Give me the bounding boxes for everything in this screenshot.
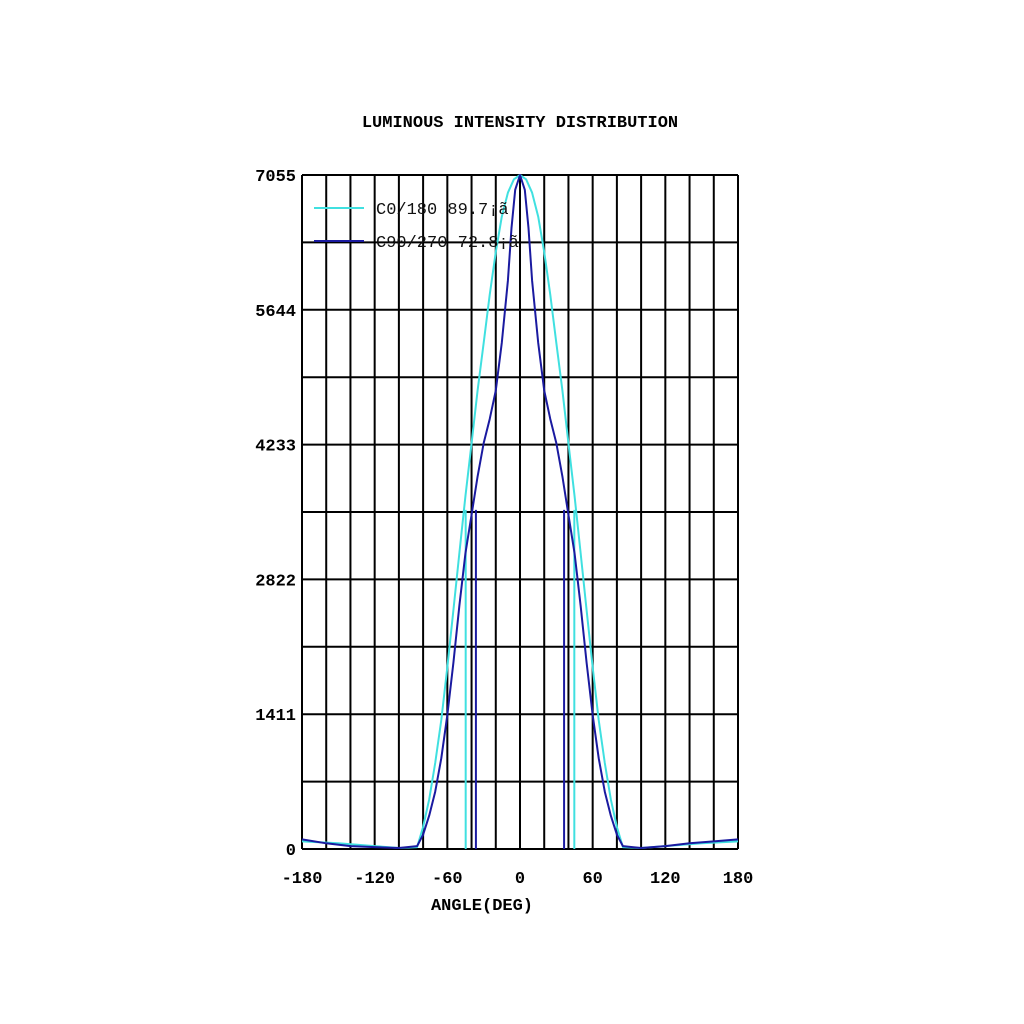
y-tick-label: 1411 (255, 707, 296, 726)
x-tick-label: -60 (432, 870, 463, 889)
legend-label: C90/270 72.8¡ã (376, 234, 519, 253)
y-tick-label: 7055 (255, 168, 296, 187)
x-tick-label: 60 (582, 870, 602, 889)
series-line (301, 174, 739, 849)
beam-angle-markers (464, 509, 576, 849)
chart-title: LUMINOUS INTENSITY DISTRIBUTION (362, 114, 678, 133)
x-tick-label: 180 (723, 870, 754, 889)
x-tick-label: -180 (282, 870, 323, 889)
legend: C0/180 89.7¡ã C90/270 72.8¡ã (314, 201, 519, 253)
y-tick-labels: 0 1411 2822 4233 5644 7055 (255, 168, 296, 861)
x-tick-label: 0 (515, 870, 525, 889)
grid (301, 174, 739, 850)
x-tick-label: 120 (650, 870, 681, 889)
x-tick-labels: -180 -120 -60 0 60 120 180 (282, 870, 754, 889)
x-axis-label: ANGLE(DEG) (431, 897, 533, 916)
series-lines (301, 174, 739, 849)
legend-label: C0/180 89.7¡ã (376, 201, 509, 220)
y-tick-label: 5644 (255, 303, 296, 322)
x-tick-label: -120 (354, 870, 395, 889)
y-tick-label: 0 (286, 842, 296, 861)
y-tick-label: 2822 (255, 572, 296, 591)
y-tick-label: 4233 (255, 438, 296, 457)
